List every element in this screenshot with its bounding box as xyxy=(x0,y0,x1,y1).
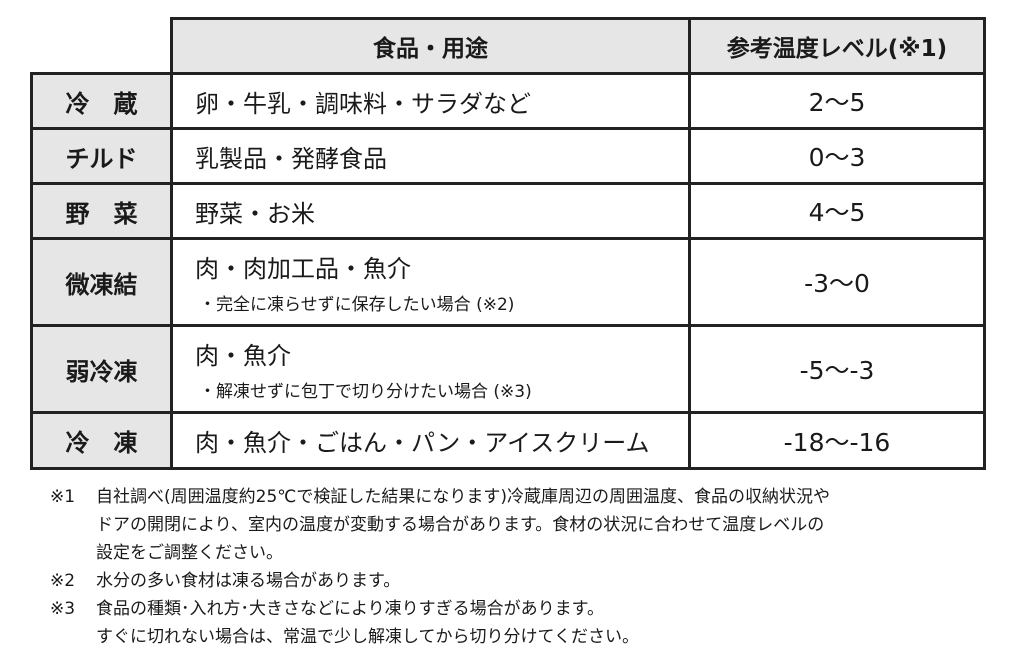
foods-text: 肉・肉加工品・魚介 xyxy=(195,255,411,283)
row-name: チルド xyxy=(30,127,173,185)
note-line: 設定をご調整ください。 xyxy=(96,543,283,563)
foods-note: ・完全に凍らせずに保存したい場合 (※2) xyxy=(199,295,515,315)
foods-text: 肉・魚介 xyxy=(195,342,291,370)
header-row: 食品・用途 参考温度レベル(※1) xyxy=(31,17,986,75)
level-cell: -18〜-16 xyxy=(688,411,986,470)
note-text: 水分の多い食材は凍る場合があります。 xyxy=(96,567,400,595)
header-cell: 参考温度レベル(※1) xyxy=(688,17,986,75)
note-text: 食品の種類･入れ方･大きさなどにより凍りすぎる場合があります。すぐに切れない場合… xyxy=(96,595,639,651)
blank-cell xyxy=(31,18,172,74)
note: ※1 自社調べ(周囲温度約25℃で検証した結果になります)冷蔵庫周辺の周囲温度、食… xyxy=(50,483,830,567)
row-name: 弱冷凍 xyxy=(30,324,173,414)
note-line: すぐに切れない場合は、常温で少し解凍してから切り分けてください。 xyxy=(96,627,639,647)
table-row: 冷 蔵卵・牛乳・調味料・サラダなど 2〜5 xyxy=(30,72,986,130)
table-row: 微凍結 肉・肉加工品・魚介 ・完全に凍らせずに保存したい場合 (※2) -3〜0 xyxy=(30,237,986,327)
table-row: 冷 凍肉・魚介・ごはん・パン・アイスクリーム -18〜-16 xyxy=(30,411,986,470)
note: ※2 水分の多い食材は凍る場合があります。 xyxy=(50,567,830,595)
note-mark: ※1 xyxy=(50,487,76,507)
note-mark: ※2 xyxy=(50,571,76,591)
note: ※3 食品の種類･入れ方･大きさなどにより凍りすぎる場合があります。すぐに切れない… xyxy=(50,595,830,651)
row-name: 冷 凍 xyxy=(30,411,173,470)
foods-cell: 肉・肉加工品・魚介・完全に凍らせずに保存したい場合 (※2) xyxy=(170,237,691,327)
temperature-table: 食品・用途 参考温度レベル(※1) 冷 蔵卵・牛乳・調味料・サラダなど 2〜5 チル… xyxy=(30,17,986,470)
foods-cell: 乳製品・発酵食品 xyxy=(170,127,691,185)
foods-cell: 野菜・お米 xyxy=(170,182,691,240)
note-text: 自社調べ(周囲温度約25℃で検証した結果になります)冷蔵庫周辺の周囲温度、食品の… xyxy=(96,483,830,567)
foods-cell: 肉・魚介・解凍せずに包丁で切り分けたい場合 (※3) xyxy=(170,324,691,414)
level-cell: -5〜-3 xyxy=(688,324,986,414)
note-line: 水分の多い食材は凍る場合があります。 xyxy=(96,571,401,591)
notes: ※1 自社調べ(周囲温度約25℃で検証した結果になります)冷蔵庫周辺の周囲温度、食… xyxy=(50,483,830,651)
level-cell: 2〜5 xyxy=(688,72,986,130)
foods-text: 乳製品・発酵食品 xyxy=(195,144,387,173)
foods-note: ・解凍せずに包丁で切り分けたい場合 (※3) xyxy=(199,382,532,402)
table-row: チルド 乳製品・発酵食品 0〜3 xyxy=(30,127,986,185)
foods-text: 卵・牛乳・調味料・サラダなど xyxy=(195,89,531,118)
header-cell: 食品・用途 xyxy=(170,17,691,75)
row-name: 冷 蔵 xyxy=(30,72,173,130)
note-line: ドアの開閉により、室内の温度が変動する場合があります。食材の状況に合わせて温度レ… xyxy=(96,515,825,535)
level-cell: 0〜3 xyxy=(688,127,986,185)
row-name: 微凍結 xyxy=(30,237,173,327)
row-name: 野 菜 xyxy=(30,182,173,240)
note-line: 食品の種類･入れ方･大きさなどにより凍りすぎる場合があります。 xyxy=(96,599,604,619)
foods-text: 肉・魚介・ごはん・パン・アイスクリーム xyxy=(195,429,650,457)
table-row: 野 菜野菜・お米 4〜5 xyxy=(30,182,986,240)
level-cell: -3〜0 xyxy=(688,237,986,327)
foods-cell: 卵・牛乳・調味料・サラダなど xyxy=(170,72,691,130)
level-cell: 4〜5 xyxy=(688,182,986,240)
table-row: 弱冷凍 肉・魚介 ・解凍せずに包丁で切り分けたい場合 (※3) -5〜-3 xyxy=(30,324,986,414)
note-line: 自社調べ(周囲温度約25℃で検証した結果になります)冷蔵庫周辺の周囲温度、食品の… xyxy=(96,487,830,507)
foods-text: 野菜・お米 xyxy=(195,199,315,228)
note-mark: ※3 xyxy=(50,599,76,619)
foods-cell: 肉・魚介・ごはん・パン・アイスクリーム xyxy=(170,411,691,470)
